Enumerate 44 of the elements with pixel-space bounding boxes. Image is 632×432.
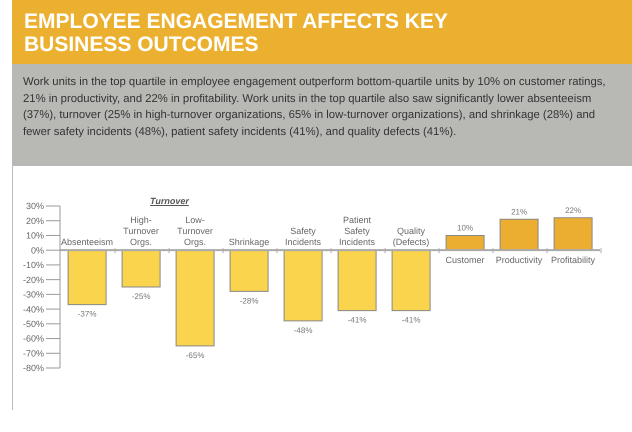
y-tick-label: -50% (22, 319, 44, 330)
y-tick-label: -70% (22, 348, 44, 358)
x-tick-label: Absenteeism (60, 237, 114, 248)
y-tick-label: 30% (26, 201, 44, 212)
bar (500, 218, 539, 251)
chart-subtitle: Work units in the top quartile in employee engagement outperform bottom-quartile units by 10% on customer ratings, 21% in productivity, and 22% in profitability. Work units in the top quartile also saw significantly lower absenteeism (37%), turnover (25% in high-turnover organizations, 65% in low-turnover organizations), and shrinkage (28%) and fewer safety incidents (48%), patient safety incidents (41%), and quality defects (41%). (12, 64, 632, 166)
data-label: -65% (186, 350, 204, 360)
data-label: 21% (511, 207, 528, 216)
y-tick-label: -30% (22, 290, 44, 300)
x-tick-label: Quality (Defects) (392, 226, 430, 248)
y-tick-label: -10% (22, 260, 44, 270)
data-label: -48% (294, 326, 312, 335)
chart-title: EMPLOYEE ENGAGEMENT AFFECTS KEY BUSINESS OUTCOMES (24, 10, 449, 56)
bar (122, 250, 161, 288)
data-label: 10% (457, 223, 474, 232)
x-tick-label: Safety Incidents (284, 226, 322, 248)
bar (554, 217, 593, 251)
bar (338, 250, 377, 312)
y-tick-label: 0% (30, 245, 44, 256)
data-label: -41% (402, 316, 420, 325)
bar (68, 250, 107, 306)
data-label: -25% (132, 292, 150, 301)
data-label: -37% (78, 310, 96, 319)
x-tick-label: High-Turnover Orgs. (123, 215, 159, 248)
y-tick-label: 20% (26, 216, 44, 226)
x-tick-label: Shrinkage (228, 237, 270, 248)
x-tick-label: Patient Safety Incidents (338, 215, 376, 248)
x-tick-label: Low-Turnover Orgs. (177, 215, 213, 248)
y-tick-label: -40% (22, 304, 44, 314)
bar (230, 250, 269, 292)
bar (176, 250, 215, 346)
y-tick-label: 10% (26, 230, 44, 241)
annotation: Turnover (150, 196, 189, 206)
bar (392, 250, 431, 312)
x-tick-label: Customer (445, 255, 485, 266)
x-tick-label: Profitability (550, 255, 596, 266)
y-tick-label: -80% (22, 363, 44, 374)
y-tick-label: -20% (22, 274, 44, 285)
bar (284, 250, 323, 322)
data-label: -41% (348, 316, 366, 325)
y-tick-label: -60% (22, 334, 44, 344)
x-tick-label: Productivity (496, 255, 543, 266)
data-label: -28% (240, 296, 258, 306)
data-label: 22% (565, 206, 582, 215)
